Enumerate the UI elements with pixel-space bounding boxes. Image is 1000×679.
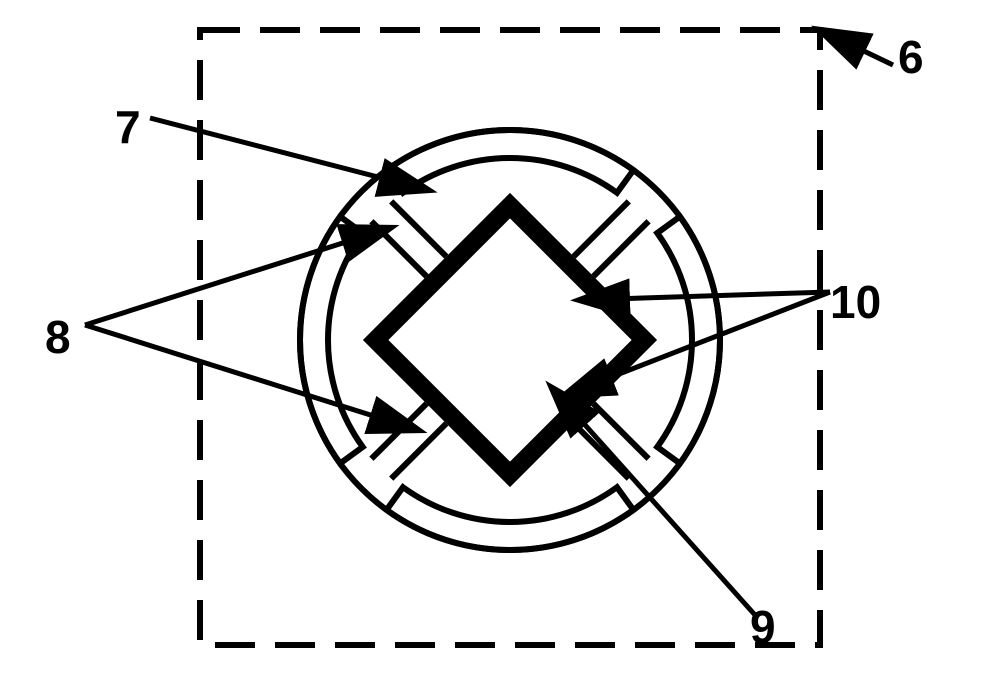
label-9: 9	[750, 600, 776, 654]
connector-bar	[574, 404, 649, 479]
leader-line	[580, 292, 830, 300]
connector-bar	[371, 404, 446, 479]
label-10: 10	[830, 275, 881, 329]
label-8: 8	[45, 310, 71, 364]
coin-group	[213, 43, 807, 637]
connector-bar	[371, 201, 446, 276]
label-7: 7	[115, 100, 141, 154]
leader-line	[552, 388, 755, 615]
ring-segment	[217, 213, 470, 466]
diagram-svg	[0, 0, 1000, 679]
ring-segment	[383, 47, 636, 300]
connector-bar	[574, 201, 649, 276]
leader-line	[150, 118, 428, 190]
inner-square	[376, 206, 645, 475]
label-6: 6	[898, 30, 924, 84]
outer-circle	[213, 43, 807, 637]
leader-line	[85, 228, 390, 325]
leader-line	[820, 30, 893, 65]
ring-segment	[383, 380, 636, 633]
